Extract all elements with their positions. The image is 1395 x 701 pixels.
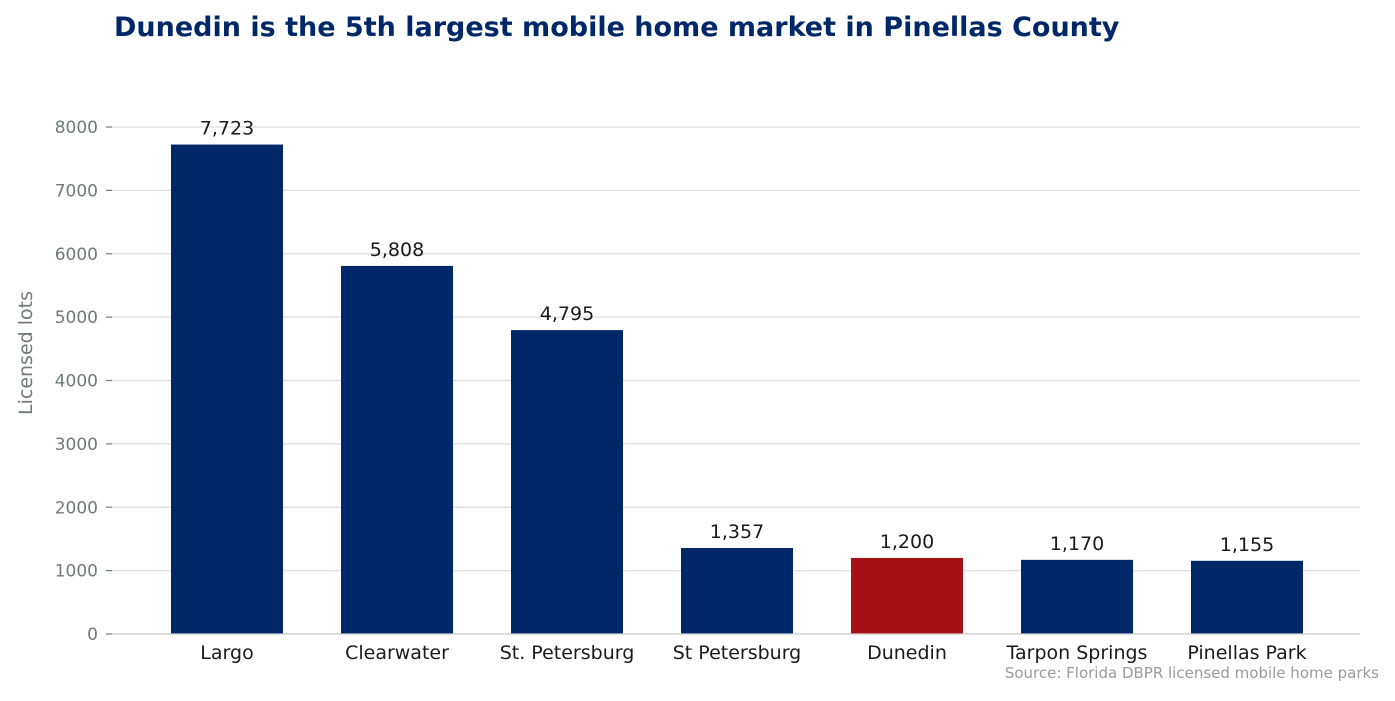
bar-largo [171, 144, 283, 634]
y-tick-label: 3000 [55, 435, 98, 455]
source-note: Source: Florida DBPR licensed mobile hom… [1004, 664, 1379, 682]
y-tick-label: 4000 [55, 372, 98, 392]
x-tick-label: Tarpon Springs [1006, 642, 1148, 664]
y-tick-label: 7000 [55, 181, 98, 201]
bar-value-label: 1,200 [880, 531, 934, 553]
y-tick-label: 0 [87, 625, 98, 645]
x-tick-label: St Petersburg [673, 642, 802, 664]
bar-st-petersburg [511, 330, 623, 634]
chart-title: Dunedin is the 5th largest mobile home m… [114, 12, 1120, 43]
y-axis: 0 1000 2000 3000 4000 5000 6000 7000 8000 [55, 118, 112, 645]
x-tick-label: St. Petersburg [500, 642, 635, 664]
x-tick-label: Clearwater [345, 642, 449, 664]
y-tick-label: 2000 [55, 498, 98, 518]
bar-value-label: 4,795 [540, 303, 594, 325]
bar-value-label: 5,808 [370, 239, 424, 261]
x-tick-label: Dunedin [867, 642, 947, 664]
y-tick-label: 1000 [55, 562, 98, 582]
bar-pinellas-park [1191, 560, 1303, 634]
y-tick-label: 8000 [55, 118, 98, 138]
y-axis-label: Licensed lots [15, 291, 37, 415]
y-tick-label: 5000 [55, 308, 98, 328]
bar-st-petersburg [681, 548, 793, 634]
bar-clearwater [341, 265, 453, 634]
x-tick-label: Largo [200, 642, 253, 664]
bar-value-label: 1,357 [710, 521, 764, 543]
bars: 7,723 5,808 4,795 1,357 1,200 1,170 1,155 [171, 118, 1303, 634]
y-tick-label: 6000 [55, 245, 98, 265]
x-axis: Largo Clearwater St. Petersburg St Petersbu… [112, 633, 1360, 664]
x-tick-label: Pinellas Park [1187, 642, 1306, 664]
bar-value-label: 1,155 [1220, 534, 1274, 556]
bar-value-label: 1,170 [1050, 533, 1104, 555]
bar-tarpon-springs [1021, 559, 1133, 634]
bar-value-label: 7,723 [200, 118, 254, 140]
bar-dunedin [851, 557, 963, 634]
